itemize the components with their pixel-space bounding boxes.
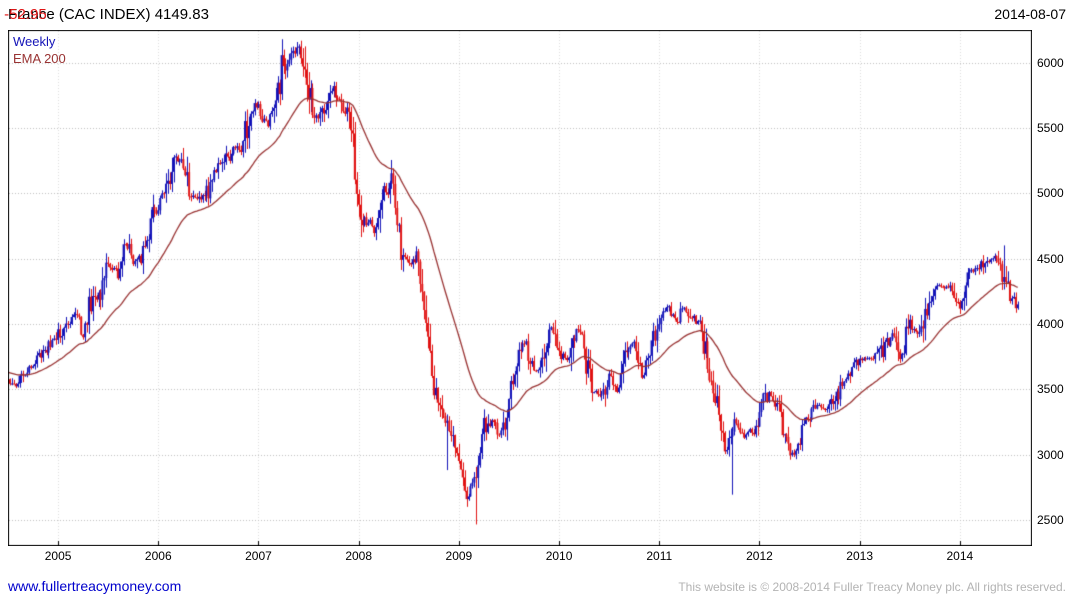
y-axis-label: 3500 — [1037, 382, 1064, 397]
price-chart-canvas — [8, 30, 1032, 546]
x-axis-label: 2005 — [44, 549, 72, 563]
price-change: -52.95 — [0, 6, 47, 23]
x-axis-label: 2013 — [846, 549, 873, 563]
y-axis-label: 4500 — [1037, 251, 1064, 266]
plot-area: Weekly EMA 200 — [8, 30, 1032, 546]
y-axis-label: 4000 — [1037, 316, 1064, 331]
y-axis-label: 5500 — [1037, 120, 1064, 135]
x-axis-label: 2007 — [245, 549, 272, 563]
x-axis-label: 2011 — [646, 549, 673, 563]
y-axis-label: 5000 — [1037, 186, 1064, 201]
footer: www.fullertreacymoney.com This website i… — [0, 574, 1075, 600]
y-axis-label: 3000 — [1037, 447, 1064, 462]
x-axis-label: 2009 — [445, 549, 473, 563]
copyright-text: This website is © 2008-2014 Fuller Treac… — [678, 580, 1066, 594]
chart-header: France (CAC INDEX) 4149.83 -52.95 2014-0… — [0, 0, 1075, 30]
chart-date: 2014-08-07 — [994, 6, 1066, 22]
chart-title: France (CAC INDEX) 4149.83 — [8, 6, 209, 23]
x-axis-label: 2012 — [746, 549, 773, 563]
x-axis-label: 2014 — [946, 549, 974, 563]
x-axis-label: 2010 — [545, 549, 573, 563]
legend-weekly-label: Weekly — [13, 34, 56, 49]
x-axis-label: 2006 — [144, 549, 172, 563]
y-axis-label: 6000 — [1037, 55, 1064, 70]
chart-legend: Weekly EMA 200 — [13, 33, 66, 67]
y-axis-label: 2500 — [1037, 512, 1064, 527]
x-axis-label: 2008 — [345, 549, 373, 563]
legend-ema-label: EMA 200 — [13, 51, 66, 66]
website-link[interactable]: www.fullertreacymoney.com — [8, 578, 182, 594]
